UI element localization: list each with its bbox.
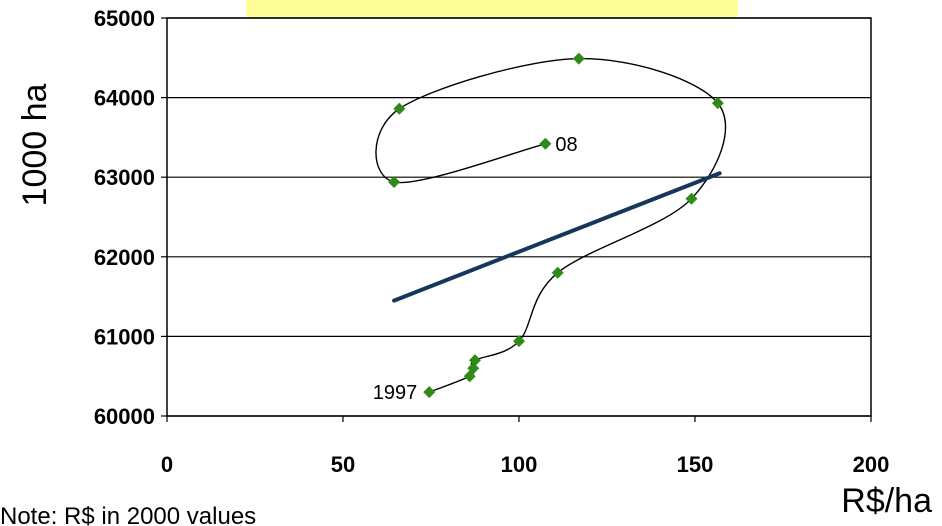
x-tick-label: 200 bbox=[853, 452, 890, 477]
x-tick-label: 150 bbox=[677, 452, 714, 477]
x-axis-title: R$/ha bbox=[841, 482, 932, 520]
data-point bbox=[685, 192, 698, 205]
point-label: 08 bbox=[555, 134, 577, 156]
series-markers bbox=[388, 52, 724, 399]
plot-area-frame bbox=[166, 17, 872, 417]
y-axis-title: 1000 ha bbox=[16, 83, 54, 206]
data-point bbox=[711, 97, 724, 110]
data-point bbox=[551, 266, 564, 279]
grid-lines bbox=[167, 17, 871, 417]
data-point bbox=[388, 175, 401, 188]
note-text: Note: R$ in 2000 values bbox=[0, 503, 256, 526]
y-tick-label: 60000 bbox=[94, 404, 155, 429]
series-line bbox=[375, 57, 727, 393]
y-tick-label: 64000 bbox=[94, 86, 155, 111]
data-point bbox=[423, 386, 436, 399]
data-point bbox=[572, 52, 585, 65]
x-tick-label: 0 bbox=[161, 452, 173, 477]
y-tick-label: 62000 bbox=[94, 245, 155, 270]
x-tick-label: 100 bbox=[501, 452, 538, 477]
data-point bbox=[539, 137, 552, 150]
x-tick-label: 50 bbox=[331, 452, 355, 477]
point-labels: 1997 08 bbox=[373, 134, 578, 404]
y-tick-label: 61000 bbox=[94, 324, 155, 349]
trend-line-group bbox=[392, 171, 722, 303]
highlight-box bbox=[246, 0, 738, 17]
data-point bbox=[393, 102, 406, 115]
data-point bbox=[467, 362, 480, 375]
data-point bbox=[513, 335, 525, 348]
x-tick-labels: 0 50 100 150 200 bbox=[161, 416, 889, 477]
trend-line bbox=[392, 171, 722, 303]
y-tick-label: 63000 bbox=[94, 165, 155, 190]
y-tick-label: 65000 bbox=[94, 6, 155, 31]
y-tick-labels: 60000 61000 62000 63000 64000 65000 bbox=[94, 6, 167, 429]
data-point bbox=[469, 354, 481, 367]
point-label: 1997 bbox=[373, 382, 418, 404]
series-curve bbox=[375, 57, 727, 393]
